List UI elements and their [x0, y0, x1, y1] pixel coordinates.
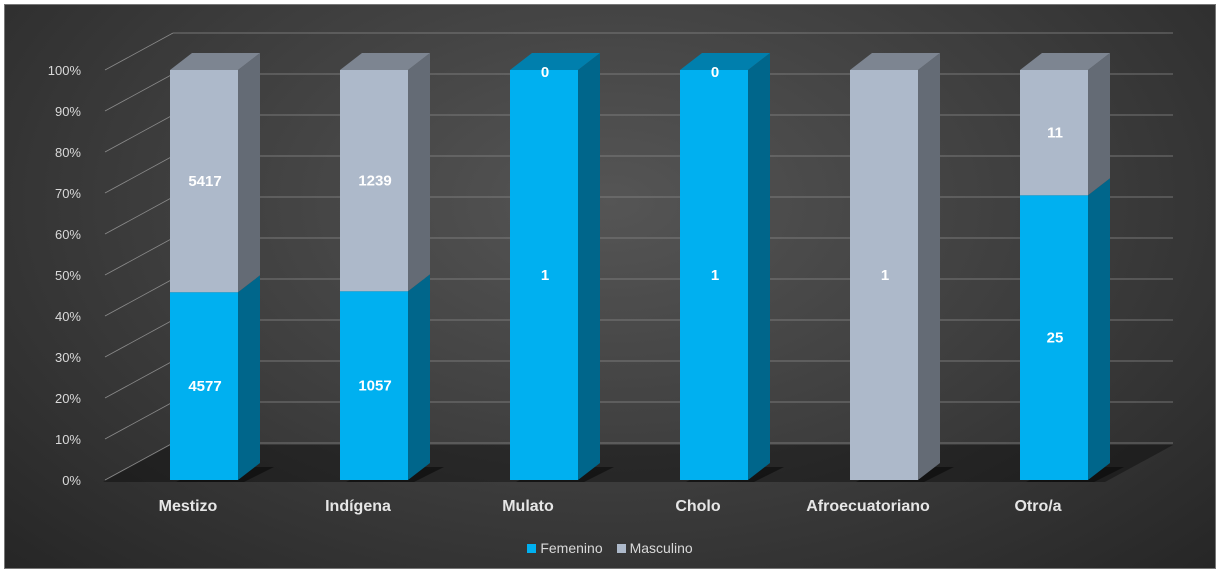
gridline-diagonal — [104, 32, 174, 71]
gridline-diagonal — [104, 442, 174, 481]
y-tick-label: 60% — [55, 227, 81, 242]
data-label: 5417 — [188, 173, 221, 190]
gridline-diagonal — [104, 73, 174, 112]
y-tick-label: 80% — [55, 145, 81, 160]
x-tick-label: Otro/a — [1014, 498, 1061, 515]
y-tick-label: 100% — [48, 63, 82, 78]
bar-top — [170, 53, 260, 70]
bar-femenino — [510, 70, 578, 480]
bar-femenino — [340, 291, 408, 480]
y-tick-label: 50% — [55, 268, 81, 283]
legend-item-masculino: Masculino — [616, 540, 693, 556]
x-tick-label: Cholo — [675, 498, 721, 515]
bar-side-masculino — [1088, 53, 1110, 196]
gridline-diagonal — [104, 114, 174, 153]
data-label: 25 — [1047, 330, 1064, 347]
bar-femenino — [1020, 195, 1088, 480]
bar-side-masculino — [918, 53, 940, 480]
data-label: 0 — [541, 64, 549, 81]
gridline-diagonal — [104, 196, 174, 235]
x-tick-label: Indígena — [325, 498, 391, 515]
x-tick-label: Mulato — [502, 498, 554, 515]
bar-femenino — [170, 292, 238, 480]
gridline-diagonal — [104, 155, 174, 194]
bar-side-femenino — [238, 275, 260, 480]
data-label: 1 — [711, 267, 719, 284]
floor-plane — [103, 445, 1173, 482]
data-label: 4577 — [188, 378, 221, 395]
bar-top — [850, 53, 940, 70]
bar-side-femenino — [1088, 178, 1110, 480]
bar-side-masculino — [238, 53, 260, 293]
bar-femenino — [680, 70, 748, 480]
legend-swatch-masculino — [616, 543, 626, 553]
bar-top — [510, 53, 600, 70]
legend-swatch-femenino — [527, 543, 537, 553]
y-tick-label: 90% — [55, 104, 81, 119]
bar-side-femenino — [748, 53, 770, 480]
bar-side-masculino — [408, 53, 430, 292]
y-tick-label: 10% — [55, 432, 81, 447]
bar-masculino — [340, 70, 408, 292]
y-tick-label: 70% — [55, 186, 81, 201]
data-label: 11 — [1047, 125, 1063, 142]
y-tick-label: 0% — [62, 473, 81, 488]
legend-label-femenino: Femenino — [540, 540, 603, 556]
bar-top — [1020, 53, 1110, 70]
data-label: 0 — [711, 64, 719, 81]
legend-item-femenino: Femenino — [527, 540, 603, 556]
y-tick-label: 40% — [55, 309, 81, 324]
legend-label-masculino: Masculino — [629, 540, 693, 556]
bar-masculino — [850, 70, 918, 480]
y-tick-label: 20% — [55, 391, 81, 406]
bar-masculino — [1020, 70, 1088, 196]
y-tick-label: 30% — [55, 350, 81, 365]
x-tick-label: Mestizo — [159, 498, 218, 515]
bar-top — [680, 53, 770, 70]
legend: Femenino Masculino — [5, 540, 1215, 556]
gridline-diagonal — [104, 319, 174, 358]
gridline-diagonal — [104, 278, 174, 317]
x-tick-label: Afroecuatoriano — [806, 498, 930, 515]
bar-top — [340, 53, 430, 70]
data-label: 1 — [881, 267, 889, 284]
bar-side-femenino — [408, 274, 430, 480]
data-label: 1239 — [358, 173, 391, 190]
chart-plot: 0% 10% 20% 30% 40% 50% 60% 70% 80% 90% 100% 4577 541… — [48, 32, 1173, 515]
bar-masculino — [170, 70, 238, 293]
bar-side-femenino — [578, 53, 600, 480]
chart-frame: 0% 10% 20% 30% 40% 50% 60% 70% 80% 90% 100% 4577 541… — [4, 4, 1216, 569]
data-label: 1 — [541, 267, 549, 284]
gridline-diagonal — [104, 237, 174, 276]
gridline-diagonal — [104, 401, 174, 440]
gridline-diagonal — [104, 360, 174, 399]
data-label: 1057 — [358, 378, 391, 395]
